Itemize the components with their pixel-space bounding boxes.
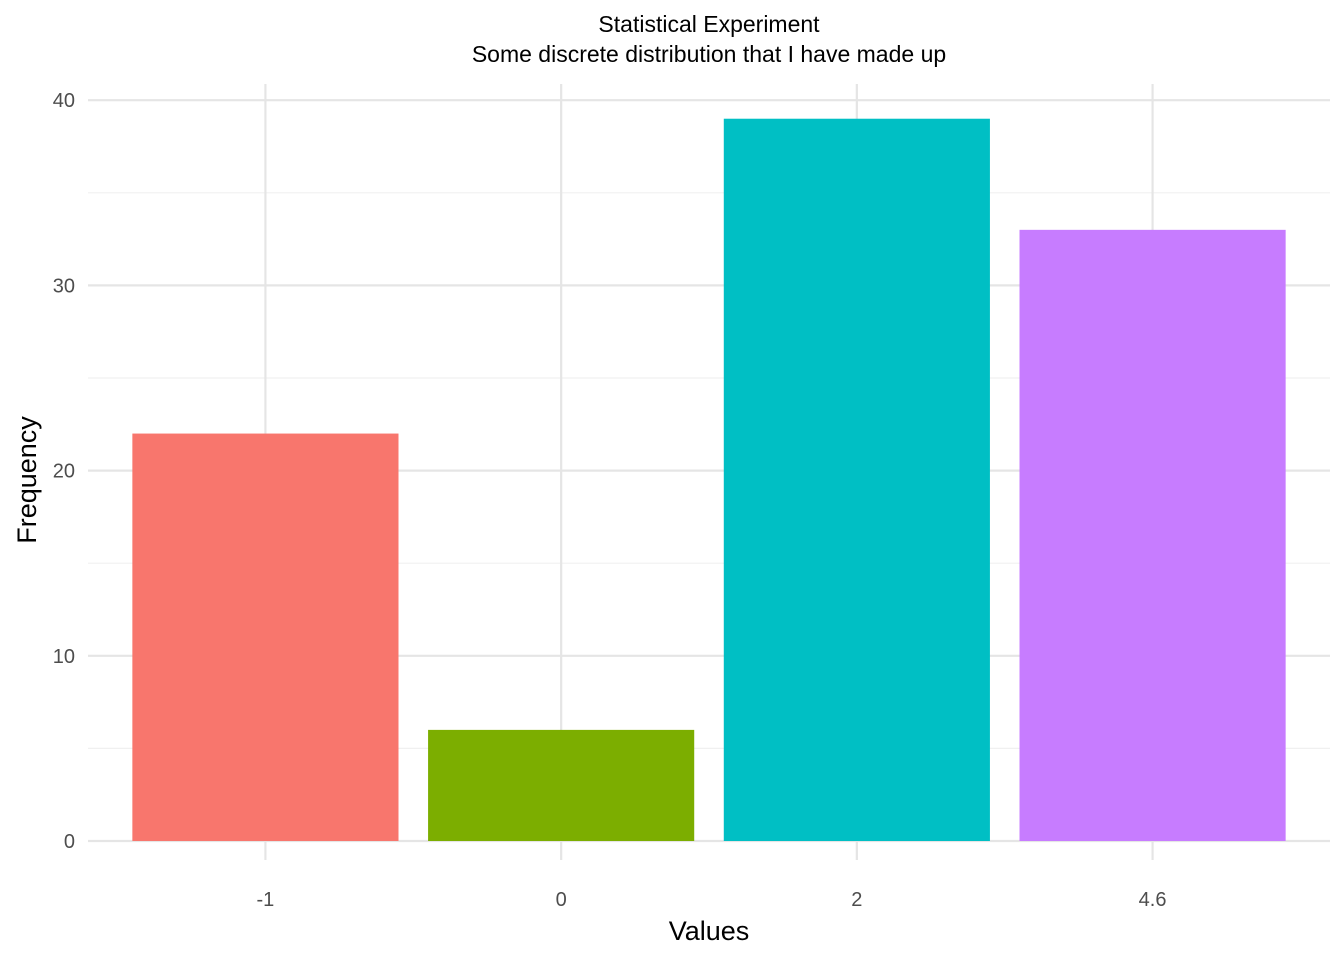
y-tick-label: 10 (53, 646, 75, 668)
y-tick-label: 40 (53, 90, 75, 112)
y-tick-label: 30 (53, 275, 75, 297)
x-axis-title: Values (669, 916, 750, 946)
y-tick-label: 0 (64, 831, 75, 853)
bar-4.6 (1019, 229, 1286, 842)
x-tick-label: 0 (556, 889, 567, 911)
x-tick-labels: -1 0 2 4.6 (257, 889, 1167, 911)
x-tick-label: 2 (851, 889, 862, 911)
y-axis-title: Frequency (12, 416, 42, 544)
bar-0 (428, 729, 695, 841)
bar-2 (723, 118, 990, 842)
chart-subtitle: Some discrete distribution that I have m… (472, 41, 946, 67)
chart-title: Statistical Experiment (598, 11, 820, 37)
x-tick-label: -1 (257, 889, 275, 911)
y-tick-labels: 0 10 20 30 40 (53, 90, 75, 853)
bar--1 (132, 433, 399, 841)
bars (132, 118, 1286, 842)
x-tick-label: 4.6 (1139, 889, 1167, 911)
y-tick-label: 20 (53, 461, 75, 483)
